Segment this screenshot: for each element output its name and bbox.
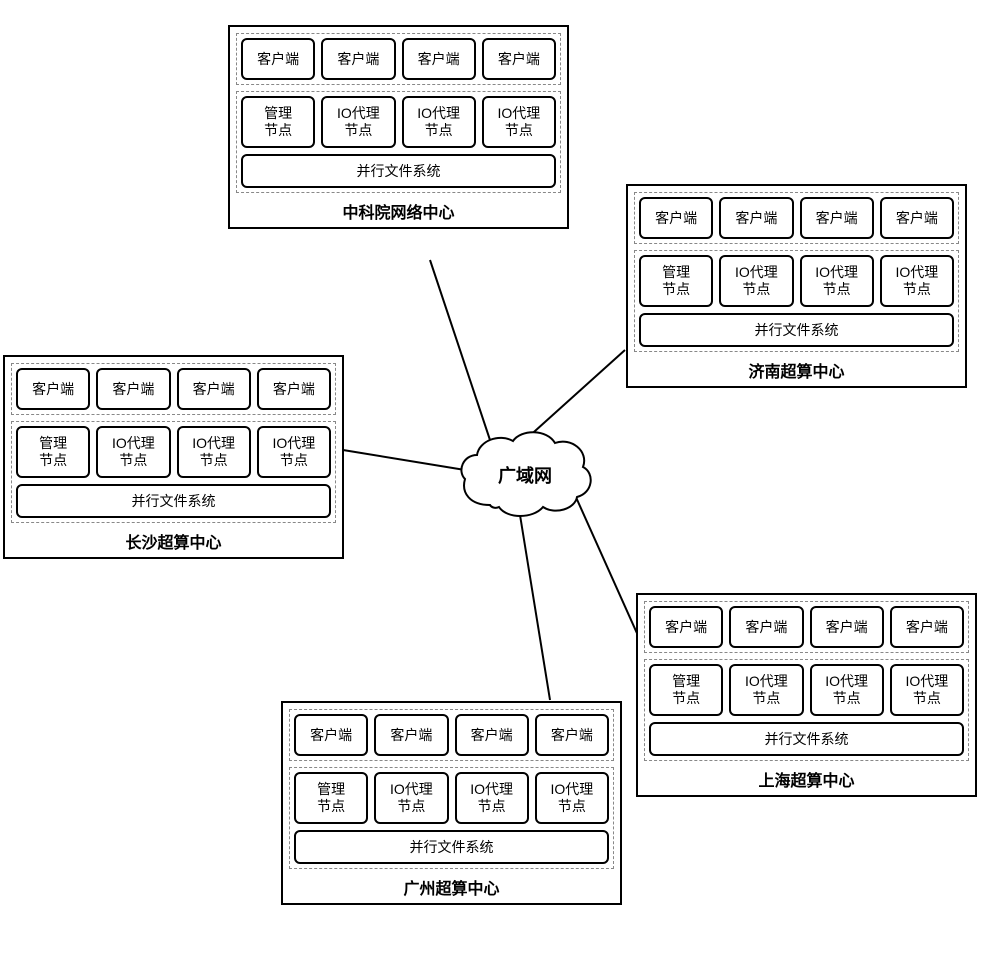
parallel-fs-cell: 并行文件系统 — [241, 154, 556, 188]
client-cell: 客户端 — [16, 368, 90, 410]
node-group: 管理节点IO代理节点IO代理节点IO代理节点并行文件系统 — [11, 421, 336, 523]
parallel-fs-cell: 并行文件系统 — [294, 830, 609, 864]
client-cell: 客户端 — [810, 606, 884, 648]
center-title: 长沙超算中心 — [11, 529, 336, 553]
mgmt-node-cell: 管理节点 — [16, 426, 90, 478]
mgmt-node-cell: 管理节点 — [294, 772, 368, 824]
center-changsha: 客户端客户端客户端客户端管理节点IO代理节点IO代理节点IO代理节点并行文件系统… — [3, 355, 344, 559]
node-group: 管理节点IO代理节点IO代理节点IO代理节点并行文件系统 — [634, 250, 959, 352]
io-proxy-cell: IO代理节点 — [800, 255, 874, 307]
io-proxy-cell: IO代理节点 — [374, 772, 448, 824]
client-cell: 客户端 — [241, 38, 315, 80]
client-cell: 客户端 — [639, 197, 713, 239]
center-cnic: 客户端客户端客户端客户端管理节点IO代理节点IO代理节点IO代理节点并行文件系统… — [228, 25, 569, 229]
client-cell: 客户端 — [402, 38, 476, 80]
client-cell: 客户端 — [535, 714, 609, 756]
io-proxy-cell: IO代理节点 — [455, 772, 529, 824]
io-proxy-cell: IO代理节点 — [96, 426, 170, 478]
center-guangzhou: 客户端客户端客户端客户端管理节点IO代理节点IO代理节点IO代理节点并行文件系统… — [281, 701, 622, 905]
center-title: 济南超算中心 — [634, 358, 959, 382]
io-proxy-cell: IO代理节点 — [810, 664, 884, 716]
wan-cloud: 广域网 — [455, 427, 595, 522]
parallel-fs-cell: 并行文件系统 — [16, 484, 331, 518]
center-title: 广州超算中心 — [289, 875, 614, 899]
client-cell: 客户端 — [294, 714, 368, 756]
io-proxy-cell: IO代理节点 — [177, 426, 251, 478]
io-proxy-cell: IO代理节点 — [880, 255, 954, 307]
client-cell: 客户端 — [890, 606, 964, 648]
client-cell: 客户端 — [96, 368, 170, 410]
client-cell: 客户端 — [880, 197, 954, 239]
client-group: 客户端客户端客户端客户端 — [289, 709, 614, 761]
client-cell: 客户端 — [455, 714, 529, 756]
client-cell: 客户端 — [719, 197, 793, 239]
parallel-fs-cell: 并行文件系统 — [639, 313, 954, 347]
client-cell: 客户端 — [321, 38, 395, 80]
mgmt-node-cell: 管理节点 — [649, 664, 723, 716]
node-group: 管理节点IO代理节点IO代理节点IO代理节点并行文件系统 — [236, 91, 561, 193]
node-group: 管理节点IO代理节点IO代理节点IO代理节点并行文件系统 — [644, 659, 969, 761]
wan-label: 广域网 — [455, 462, 595, 488]
client-cell: 客户端 — [177, 368, 251, 410]
client-group: 客户端客户端客户端客户端 — [236, 33, 561, 85]
client-cell: 客户端 — [649, 606, 723, 648]
io-proxy-cell: IO代理节点 — [729, 664, 803, 716]
client-group: 客户端客户端客户端客户端 — [644, 601, 969, 653]
client-group: 客户端客户端客户端客户端 — [634, 192, 959, 244]
client-cell: 客户端 — [257, 368, 331, 410]
io-proxy-cell: IO代理节点 — [535, 772, 609, 824]
node-group: 管理节点IO代理节点IO代理节点IO代理节点并行文件系统 — [289, 767, 614, 869]
center-title: 中科院网络中心 — [236, 199, 561, 223]
client-cell: 客户端 — [800, 197, 874, 239]
io-proxy-cell: IO代理节点 — [890, 664, 964, 716]
io-proxy-cell: IO代理节点 — [321, 96, 395, 148]
mgmt-node-cell: 管理节点 — [241, 96, 315, 148]
center-title: 上海超算中心 — [644, 767, 969, 791]
io-proxy-cell: IO代理节点 — [719, 255, 793, 307]
center-jinan: 客户端客户端客户端客户端管理节点IO代理节点IO代理节点IO代理节点并行文件系统… — [626, 184, 967, 388]
io-proxy-cell: IO代理节点 — [257, 426, 331, 478]
client-cell: 客户端 — [482, 38, 556, 80]
client-group: 客户端客户端客户端客户端 — [11, 363, 336, 415]
mgmt-node-cell: 管理节点 — [639, 255, 713, 307]
io-proxy-cell: IO代理节点 — [482, 96, 556, 148]
center-shanghai: 客户端客户端客户端客户端管理节点IO代理节点IO代理节点IO代理节点并行文件系统… — [636, 593, 977, 797]
client-cell: 客户端 — [729, 606, 803, 648]
client-cell: 客户端 — [374, 714, 448, 756]
parallel-fs-cell: 并行文件系统 — [649, 722, 964, 756]
io-proxy-cell: IO代理节点 — [402, 96, 476, 148]
